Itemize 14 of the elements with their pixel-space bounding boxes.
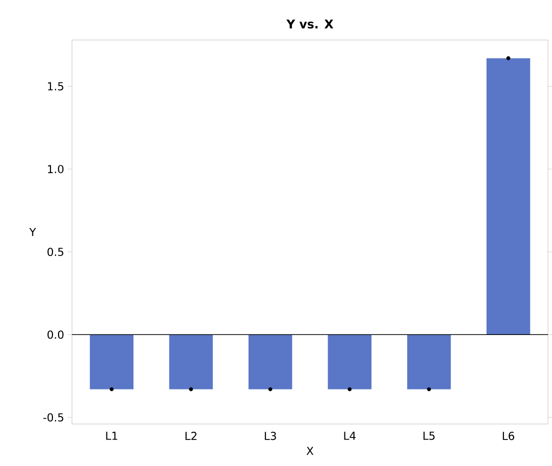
x-tick-label: L1 — [106, 432, 118, 440]
chart-title: Y vs. X — [286, 20, 334, 28]
x-tick-label: L6 — [502, 432, 514, 440]
y-tick-label: 0.5 — [48, 248, 64, 256]
y-tick-label: 1.5 — [48, 82, 64, 90]
y-tick-label: -0.5 — [43, 413, 64, 422]
x-tick-label: L3 — [264, 432, 276, 440]
x-tick-label: L4 — [344, 432, 356, 440]
y-tick-label: 1.0 — [48, 164, 64, 174]
x-axis-title: X — [306, 446, 314, 455]
y-tick-label: 0.0 — [48, 330, 64, 339]
y-axis-title: Y — [29, 228, 36, 236]
x-tick-label: L5 — [424, 432, 435, 440]
x-tick-label: L2 — [186, 432, 196, 440]
